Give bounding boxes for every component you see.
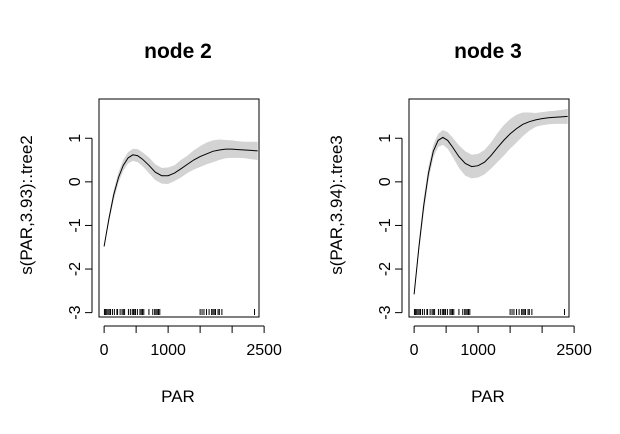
panel-title: node 2 <box>144 40 212 63</box>
y-tick-label: -1 <box>377 218 394 232</box>
plot-frame <box>408 98 570 318</box>
confidence-band <box>414 109 568 295</box>
panel-title: node 3 <box>454 40 522 63</box>
x-axis-label: PAR <box>161 387 195 406</box>
y-tick-label: -1 <box>67 218 84 232</box>
y-tick-label: -3 <box>67 305 84 319</box>
rug-layer <box>413 309 566 315</box>
y-axis: -3 -2 -1 0 1 <box>377 134 403 320</box>
x-tick-label: 1000 <box>150 342 186 359</box>
x-tick-label: 0 <box>410 342 419 359</box>
y-axis-label: s(PAR,3.93):.tree2 <box>17 135 36 275</box>
x-axis-label: PAR <box>471 387 505 406</box>
y-axis-label: s(PAR,3.94):.tree3 <box>327 135 346 275</box>
fit-line <box>413 115 568 295</box>
x-axis: 0 1000 2500 <box>100 325 282 359</box>
x-tick-label: 2500 <box>246 342 282 359</box>
x-axis: 0 1000 2500 <box>410 325 592 359</box>
rug-layer <box>103 309 256 315</box>
fit-line-layer <box>413 115 568 295</box>
plot-frame <box>98 98 260 318</box>
y-tick-label: 1 <box>67 134 84 143</box>
y-tick-label: 0 <box>377 177 394 186</box>
y-axis: -3 -2 -1 0 1 <box>67 134 93 320</box>
y-tick-label: -3 <box>377 305 394 319</box>
x-tick-label: 2500 <box>556 342 592 359</box>
x-tick-label: 1000 <box>460 342 496 359</box>
y-tick-label: -2 <box>67 262 84 276</box>
y-tick-label: 1 <box>377 134 394 143</box>
confidence-band <box>104 139 258 247</box>
confidence-band-layer <box>414 109 568 295</box>
confidence-band-layer <box>104 139 258 247</box>
panel-node-3: node 3 PAR s(PAR,3.94):.tree3 0 1000 2500 … <box>327 40 592 406</box>
fit-line-layer <box>103 148 258 247</box>
panel-node-2: node 2 PAR s(PAR,3.93):.tree2 0 1000 2500 … <box>17 40 282 406</box>
y-tick-label: -2 <box>377 262 394 276</box>
fit-line <box>103 148 258 247</box>
y-tick-label: 0 <box>67 177 84 186</box>
x-tick-label: 0 <box>100 342 109 359</box>
